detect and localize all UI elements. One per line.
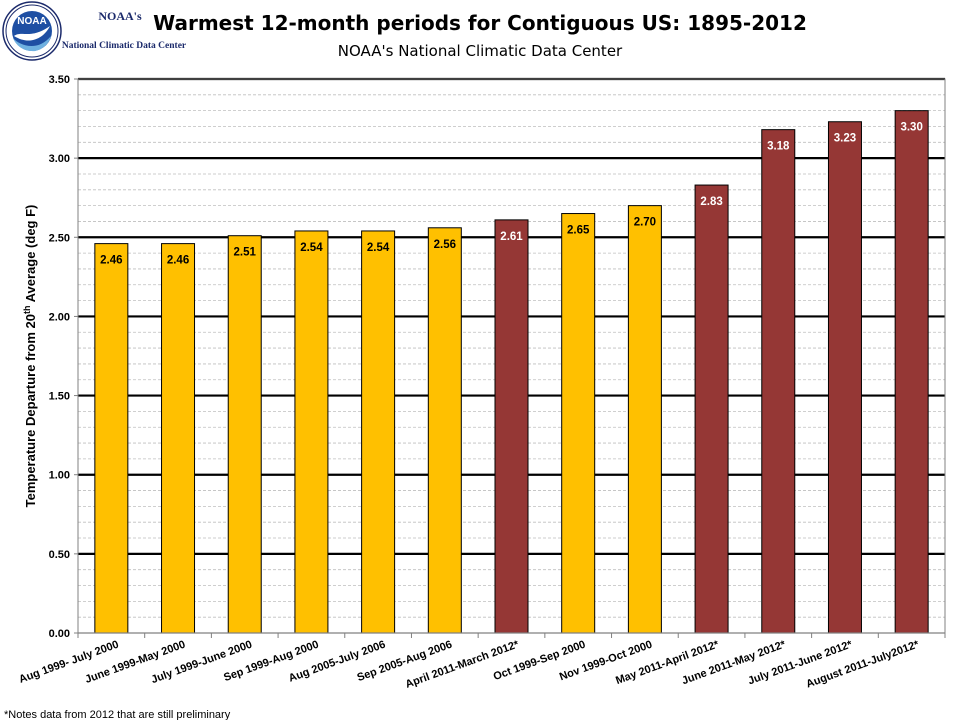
x-tick-label: August 2011-July2012* [805, 638, 922, 690]
noaa-sea-icon [13, 36, 51, 52]
bar [627, 205, 662, 634]
noaa-logo: NOAA NOAA's National Climatic Data Cente… [2, 1, 187, 61]
bar [161, 243, 196, 634]
bar [294, 230, 329, 634]
bar [494, 219, 529, 634]
bar [427, 227, 462, 634]
minor-gridlines [78, 94, 945, 618]
data-labels: 2.46 2.46 2.51 2.54 2.54 2.56 2.61 2.65 2.70 2.83… [100, 122, 923, 267]
bar [827, 121, 862, 634]
data-label: 2.46 [167, 255, 189, 267]
data-label: 2.46 [100, 255, 122, 267]
data-label: 2.83 [700, 196, 722, 208]
bar [561, 213, 596, 634]
y-tick-label: 3.00 [49, 153, 70, 165]
y-tick-label: 3.50 [49, 74, 70, 86]
y-axis-ticks: 0.00 0.50 1.00 1.50 2.00 2.50 3.00 3.50 [49, 74, 78, 640]
data-label: 2.56 [434, 239, 456, 251]
noaa-seal-inner [12, 11, 52, 51]
data-label: 2.70 [634, 217, 656, 229]
bar [694, 184, 729, 634]
data-label: 3.23 [834, 133, 856, 145]
bar [94, 243, 129, 634]
bar [227, 235, 262, 634]
logo-org: National Climatic Data Center [62, 41, 187, 51]
data-label: 2.61 [500, 231, 523, 243]
data-label: 3.18 [767, 141, 790, 153]
data-label: 3.30 [900, 122, 922, 134]
plot-border [77, 78, 946, 634]
y-axis-label-superscript: th [22, 306, 32, 315]
y-axis-label-part2: Average (deg F) [23, 205, 38, 306]
y-tick-label: 2.50 [49, 232, 70, 244]
logo-name: NOAA's [98, 9, 142, 23]
y-tick-label: 1.50 [49, 391, 70, 403]
data-label: 2.54 [300, 242, 323, 254]
data-label: 2.54 [367, 242, 390, 254]
bar [361, 230, 396, 634]
x-tick-label: April 2011-March 2012* [404, 638, 521, 691]
noaa-seal-text: NOAA [17, 16, 46, 27]
y-axis-label-part1: Temperature Departure from 20 [23, 314, 38, 507]
footnote: *Notes data from 2012 that are still pre… [4, 709, 231, 720]
bars [94, 110, 929, 634]
y-tick-label: 0.50 [49, 549, 70, 561]
noaa-bird-icon [14, 26, 50, 41]
y-axis-label: Temperature Departure from 20th Average … [22, 205, 38, 508]
data-label: 2.51 [234, 247, 257, 259]
bar [894, 110, 929, 634]
chart-title: Warmest 12-month periods for Contiguous … [153, 11, 807, 35]
data-label: 2.65 [567, 225, 590, 237]
y-tick-label: 0.00 [49, 628, 70, 640]
chart-subtitle: NOAA's National Climatic Data Center [338, 42, 623, 60]
y-tick-label: 2.00 [49, 311, 70, 323]
bar [761, 129, 796, 634]
y-tick-label: 1.00 [49, 470, 70, 482]
